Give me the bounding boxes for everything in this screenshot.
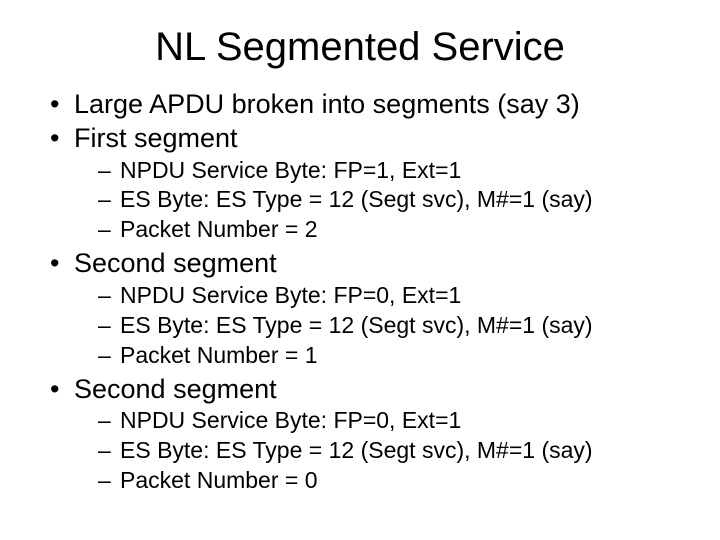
sub-bullet-item: Packet Number = 1: [98, 341, 690, 371]
sub-bullet-item: NPDU Service Byte: FP=0, Ext=1: [98, 281, 690, 311]
sub-bullet-item: NPDU Service Byte: FP=0, Ext=1: [98, 406, 690, 436]
sub-bullet-item: ES Byte: ES Type = 12 (Segt svc), M#=1 (…: [98, 436, 690, 466]
sub-bullet-item: NPDU Service Byte: FP=1, Ext=1: [98, 156, 690, 186]
bullet-item: Large APDU broken into segments (say 3): [50, 88, 690, 122]
sub-bullet-item: ES Byte: ES Type = 12 (Segt svc), M#=1 (…: [98, 185, 690, 215]
sub-bullet-item: Packet Number = 2: [98, 215, 690, 245]
bullet-item: First segment: [50, 122, 690, 156]
sub-bullet-item: Packet Number = 0: [98, 466, 690, 496]
slide-title: NL Segmented Service: [30, 25, 690, 70]
bullet-item: Second segment: [50, 247, 690, 281]
sub-bullet-item: ES Byte: ES Type = 12 (Segt svc), M#=1 (…: [98, 311, 690, 341]
bullet-item: Second segment: [50, 373, 690, 407]
